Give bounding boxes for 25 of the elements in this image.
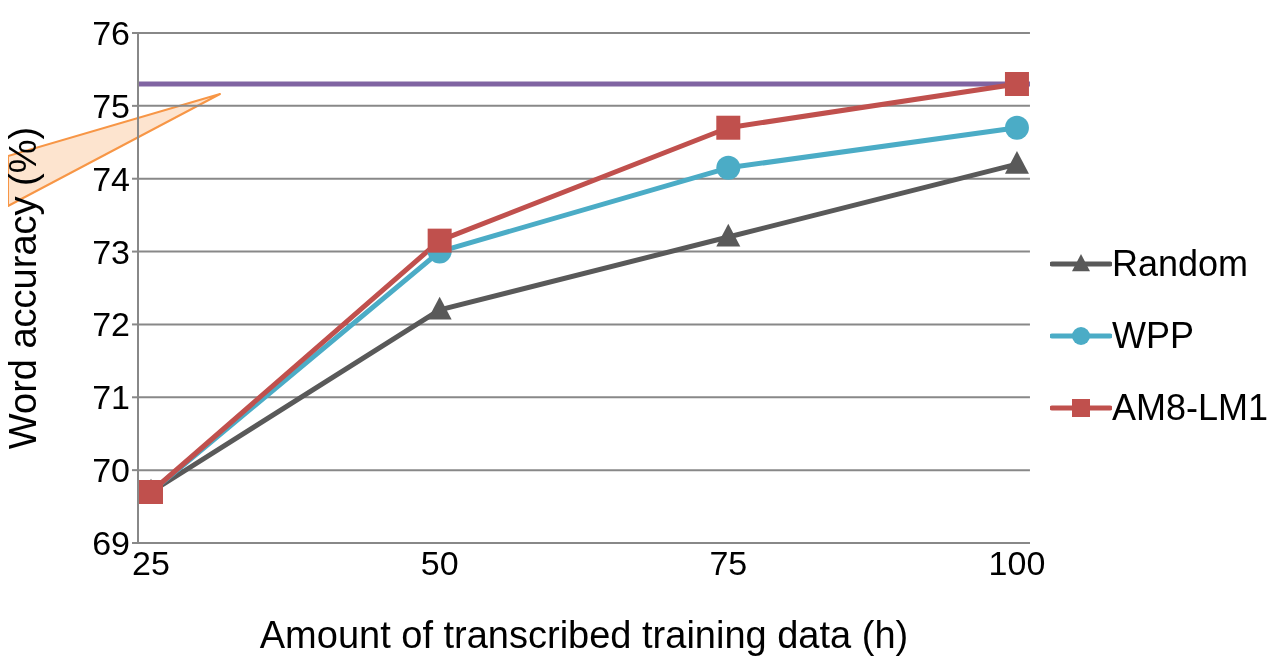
point (716, 155, 741, 180)
y-tick-label: 73 (92, 232, 130, 271)
x-axis-title: Amount of transcribed training data (h) (259, 614, 909, 656)
x-tick-label: 100 (988, 544, 1046, 583)
legend-label: AM8-LM1 (1111, 386, 1268, 429)
y-tick-label: 70 (92, 451, 130, 490)
y-tick-label: 72 (92, 305, 130, 344)
y-tick-label: 74 (92, 159, 130, 198)
y-tick-label: 71 (92, 378, 130, 417)
y-axis-title: Word accuracy (%) (2, 126, 45, 450)
y-tick-label: 75 (92, 86, 130, 125)
point (1004, 150, 1029, 174)
y-tick-label: 69 (92, 524, 130, 563)
x-tick-label: 25 (132, 544, 170, 583)
legend-label: Random (1111, 242, 1249, 285)
point (716, 223, 741, 247)
x-tick-label: 75 (709, 544, 748, 583)
point (1004, 115, 1029, 140)
legend-label: WPP (1111, 314, 1194, 357)
point (1004, 72, 1029, 96)
x-tick-label: 50 (420, 544, 459, 583)
point (716, 115, 741, 140)
point (427, 228, 452, 253)
y-tick-label: 76 (92, 14, 130, 53)
point (427, 296, 452, 320)
